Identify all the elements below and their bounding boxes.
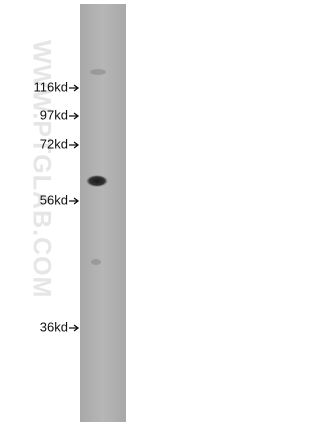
markers: 116kd 97kd 72kd 56kd 36kd xyxy=(34,79,80,334)
marker-arrow xyxy=(69,84,80,92)
watermark: WWW.PTGLAB.COM xyxy=(27,40,55,298)
marker-arrow xyxy=(69,197,80,205)
faint-band xyxy=(91,259,101,265)
marker-label: 72kd xyxy=(40,136,68,151)
marker-arrow xyxy=(69,112,80,120)
marker-arrow xyxy=(69,324,80,332)
marker-label: 116kd xyxy=(34,79,68,94)
lane xyxy=(80,4,126,422)
marker-label: 97kd xyxy=(40,107,68,122)
band xyxy=(86,175,108,187)
marker-label: 36kd xyxy=(40,319,68,334)
marker-arrow xyxy=(69,141,80,149)
western-blot: WWW.PTGLAB.COM 116kd 97kd 72kd 56kd 36kd xyxy=(27,4,126,422)
marker-label: 56kd xyxy=(40,192,68,207)
smear xyxy=(90,69,106,75)
